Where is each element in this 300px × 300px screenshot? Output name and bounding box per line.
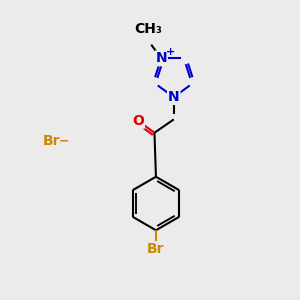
Text: O: O [132,114,144,128]
Text: +: + [166,47,175,57]
Text: Br: Br [43,134,61,148]
Text: N: N [155,51,167,65]
Text: CH₃: CH₃ [134,22,162,36]
Text: −: − [59,135,70,148]
Text: Br: Br [147,242,165,256]
Text: N: N [168,90,180,104]
